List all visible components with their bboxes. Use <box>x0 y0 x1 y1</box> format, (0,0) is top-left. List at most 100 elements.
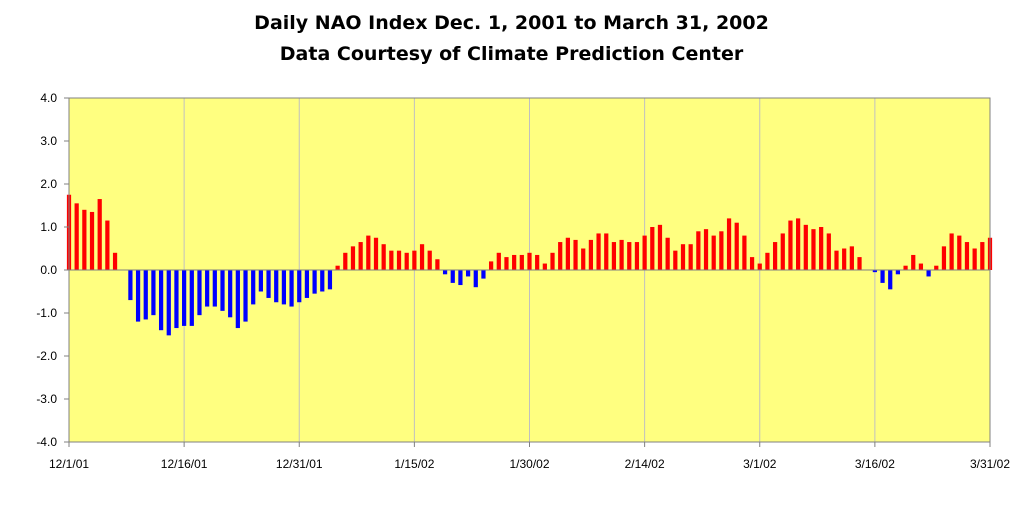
nao-bar <box>358 242 363 270</box>
nao-bar <box>281 270 287 305</box>
nao-bar <box>289 270 294 307</box>
nao-bar <box>650 227 655 270</box>
nao-bar <box>772 242 778 270</box>
nao-bar <box>749 257 755 270</box>
nao-bar <box>435 259 440 270</box>
nao-bar <box>519 254 524 270</box>
x-tick-label: 1/15/02 <box>394 457 434 471</box>
nao-bar <box>780 233 785 270</box>
nao-bar <box>373 237 379 270</box>
chart-subtitle: Data Courtesy of Climate Prediction Cent… <box>279 43 744 65</box>
nao-bar <box>251 270 256 305</box>
y-tick-label: -2.0 <box>36 349 57 363</box>
nao-bar <box>611 242 617 270</box>
nao-bar <box>926 270 931 277</box>
x-tick-label: 1/30/02 <box>509 457 549 471</box>
nao-bar <box>703 229 709 270</box>
nao-bar <box>688 244 693 270</box>
nao-bar <box>304 270 310 298</box>
nao-bar <box>558 242 563 270</box>
y-axis: 4.0 3.0 2.0 1.0 0.0 -1.0 -2.0 -3.0 -4.0 <box>36 91 69 449</box>
nao-bar <box>297 270 302 303</box>
nao-bar <box>796 218 801 270</box>
nao-bar <box>143 270 148 320</box>
x-axis: 12/1/01 12/16/01 12/31/01 1/15/02 1/30/02 2/1… <box>49 442 1010 471</box>
nao-bar <box>535 254 540 270</box>
y-tick-label: -1.0 <box>36 306 57 320</box>
nao-bar <box>964 242 970 270</box>
nao-bar <box>74 203 79 270</box>
nao-bar <box>366 235 371 270</box>
nao-bar <box>542 263 547 270</box>
nao-bar <box>596 233 601 270</box>
nao-bar <box>826 233 831 270</box>
y-tick-label: -4.0 <box>36 435 57 449</box>
nao-bar <box>266 270 271 298</box>
nao-bar <box>82 209 87 270</box>
nao-bar <box>481 270 486 279</box>
x-tick-label: 3/1/02 <box>743 457 777 471</box>
nao-bar <box>634 242 640 270</box>
nao-bar <box>442 270 448 275</box>
nao-bar <box>604 233 609 270</box>
y-tick-label: 3.0 <box>40 134 57 148</box>
nao-bar <box>842 248 847 270</box>
nao-bar <box>189 270 194 326</box>
nao-bar <box>888 270 893 290</box>
nao-bar <box>151 270 156 316</box>
nao-bar <box>389 250 394 270</box>
y-tick-label: 0.0 <box>40 263 57 277</box>
nao-bar <box>235 270 240 329</box>
y-tick-label: 1.0 <box>40 220 57 234</box>
nao-bar <box>665 237 670 270</box>
nao-bar <box>642 235 647 270</box>
nao-bar <box>128 270 133 301</box>
nao-bar <box>696 231 701 270</box>
nao-bar <box>788 220 793 270</box>
nao-bar <box>734 222 739 270</box>
nao-bar <box>657 224 663 270</box>
nao-bar <box>412 250 417 270</box>
nao-bar <box>450 270 455 283</box>
nao-bar <box>343 252 348 270</box>
nao-bar <box>274 270 279 303</box>
nao-bar <box>757 263 762 270</box>
nao-bar <box>228 270 233 318</box>
nao-bar <box>957 235 962 270</box>
nao-bar <box>427 250 432 270</box>
nao-bar <box>182 270 187 326</box>
nao-bar <box>174 270 179 329</box>
nao-bar <box>849 246 854 270</box>
nao-bar <box>97 199 102 270</box>
nao-bar <box>381 244 386 270</box>
nao-bar <box>335 265 340 270</box>
nao-bar <box>419 244 425 270</box>
y-tick-label: 2.0 <box>40 177 57 191</box>
nao-bar <box>811 229 816 270</box>
nao-bar <box>711 235 716 270</box>
nao-bar <box>350 246 356 270</box>
nao-bar <box>205 270 210 307</box>
nao-bar <box>527 252 532 270</box>
x-tick-label: 2/14/02 <box>625 457 665 471</box>
nao-bar <box>895 270 901 275</box>
nao-bar <box>880 270 885 283</box>
nao-bar <box>258 270 263 292</box>
nao-bar <box>949 233 954 270</box>
nao-bar <box>327 270 333 290</box>
nao-bar <box>903 265 908 270</box>
nao-bar <box>857 257 862 270</box>
nao-bar <box>496 252 501 270</box>
nao-bar <box>972 248 977 270</box>
nao-bar <box>719 231 724 270</box>
nao-bar <box>320 270 325 292</box>
nao-bar <box>980 242 985 270</box>
x-tick-label: 3/16/02 <box>855 457 895 471</box>
nao-bar <box>565 237 570 270</box>
nao-bar <box>312 270 317 294</box>
nao-bar <box>112 252 118 270</box>
nao-bar <box>404 252 409 270</box>
nao-bar <box>135 270 141 322</box>
